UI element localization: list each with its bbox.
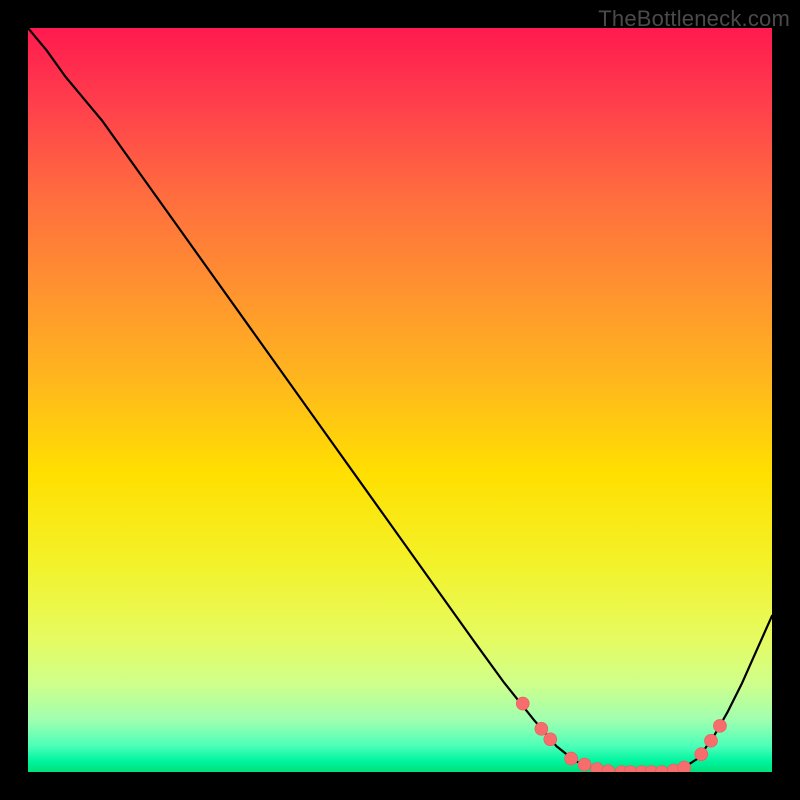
chart-marker [565,752,578,765]
chart-plot-area [28,28,772,772]
chart-marker [678,761,691,772]
chart-marker [535,722,548,735]
chart-marker [544,733,557,746]
chart-marker [695,748,708,761]
chart-svg [28,28,772,772]
chart-marker [578,758,591,771]
chart-marker [713,719,726,732]
chart-marker [516,697,529,710]
chart-background [28,28,772,772]
chart-marker [704,734,717,747]
